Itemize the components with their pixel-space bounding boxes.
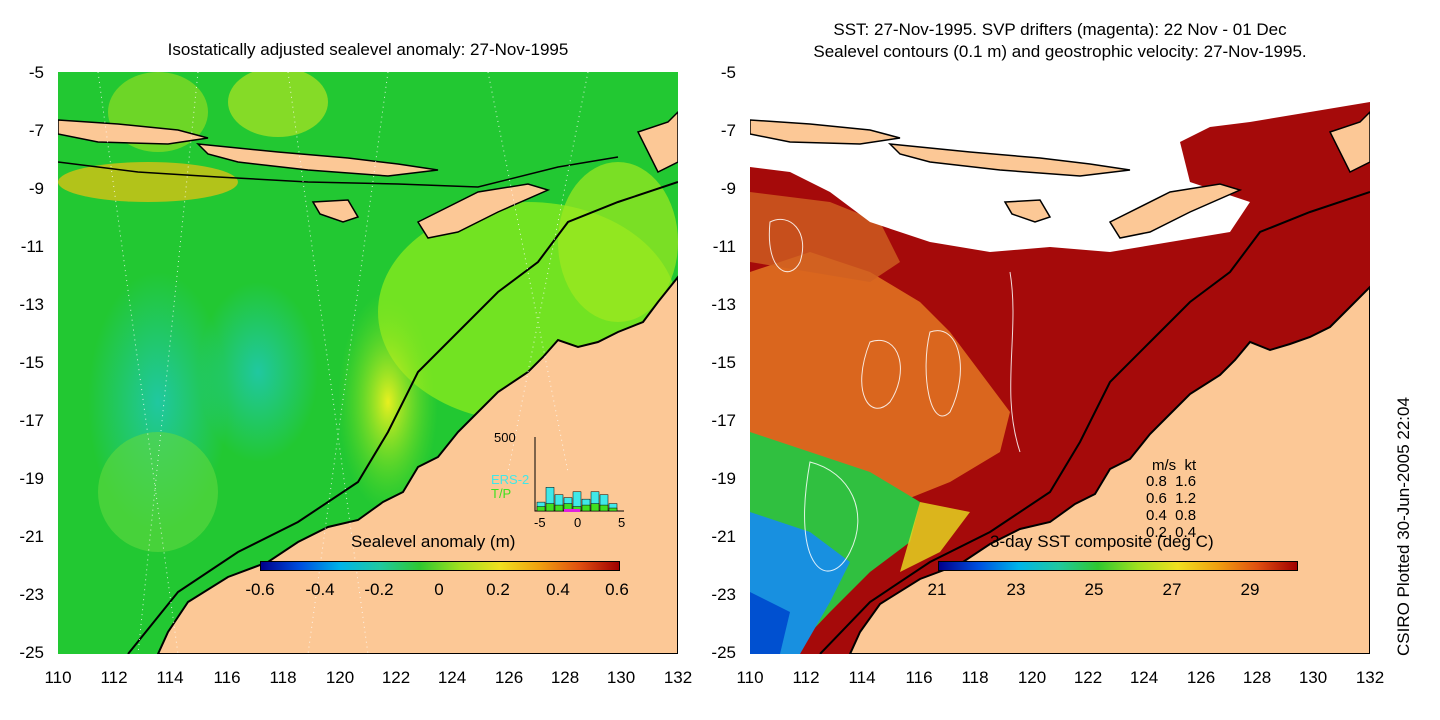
y-tick: -11 [20,237,44,256]
right-colorbar-label: 3-day SST composite (deg C) [990,532,1214,551]
colorbar-tick: -0.6 [245,580,275,599]
colorbar-tick: 0 [434,580,444,599]
left-map-title: Isostatically adjusted sealevel anomaly:… [167,40,569,59]
x-tick: 110 [44,668,72,687]
y-tick: -7 [720,121,736,140]
x-tick: 128 [1242,668,1272,687]
histogram-x-tick: -5 [534,515,546,530]
colorbar-tick: -0.2 [364,580,394,599]
x-tick: 132 [663,668,693,687]
histogram-svg [534,437,624,512]
y-tick: -13 [19,295,44,314]
x-tick: 118 [961,668,989,687]
sealevel-anomaly-map [58,72,678,654]
velocity-key-header: m/s kt [1152,457,1197,474]
x-tick: 126 [494,668,524,687]
y-tick: -9 [720,179,736,198]
y-tick: -13 [711,295,736,314]
colorbar-tick: 29 [1240,580,1260,599]
velocity-key-row: 0.6 1.2 [1146,490,1197,507]
x-tick: 118 [269,668,297,687]
y-tick: -11 [712,237,736,256]
x-tick: 122 [1073,668,1103,687]
y-tick: -5 [720,63,736,82]
x-tick: 122 [381,668,411,687]
left-colorbar-label: Sealevel anomaly (m) [351,532,516,551]
y-tick: -5 [28,63,44,82]
colorbar-tick: 21 [927,580,947,599]
colorbar-tick: 23 [1006,580,1026,599]
histogram-legend-ers2: ERS-2 [491,472,530,487]
velocity-key-row: 0.8 1.6 [1146,473,1197,490]
x-tick: 114 [848,668,876,687]
y-tick: -17 [711,411,736,430]
x-tick: 130 [1298,668,1328,687]
y-tick: -9 [28,179,44,198]
x-tick: 120 [1017,668,1047,687]
x-tick: 124 [1129,668,1159,687]
sealevel-map-svg [58,72,678,654]
colorbar-tick: -0.4 [305,580,335,599]
histogram-bar-tp [608,507,618,512]
histogram-bar-tp [581,504,591,512]
colorbar-tick: 25 [1084,580,1104,599]
x-tick: 116 [905,668,933,687]
colorbar-tick: 0.6 [605,580,629,599]
histogram-bar-tp [590,503,600,512]
y-tick: -23 [19,585,44,604]
x-tick: 110 [736,668,764,687]
histogram-x-tick: 5 [618,515,626,530]
y-tick: -15 [711,353,736,372]
x-tick: 124 [437,668,467,687]
y-tick: -23 [711,585,736,604]
y-tick: -15 [19,353,44,372]
y-tick: -25 [711,643,736,662]
right-map-title-line1: SST: 27-Nov-1995. SVP drifters (magenta)… [833,20,1287,39]
histogram-x-tick: 0 [574,515,582,530]
x-tick: 112 [100,668,128,687]
x-tick: 120 [325,668,355,687]
y-tick: -19 [711,469,736,488]
y-tick: -21 [19,527,44,546]
histogram-bar-tp [536,506,546,512]
y-tick: -21 [711,527,736,546]
colorbar-tick: 0.4 [546,580,570,599]
x-tick: 112 [792,668,820,687]
colorbar-tick: 27 [1162,580,1182,599]
histogram-bar-tp [554,504,564,512]
right-map-title-line2: Sealevel contours (0.1 m) and geostrophi… [813,42,1307,61]
x-tick: 132 [1355,668,1385,687]
sealevel-colorbar [260,561,620,571]
y-tick: -25 [19,643,44,662]
histogram-bar-tp [545,503,555,512]
histogram-bar-tp [599,504,609,512]
velocity-key-row: 0.2 0.4 [1146,524,1197,541]
y-tick: -17 [19,411,44,430]
velocity-key-row: 0.4 0.8 [1146,507,1197,524]
x-tick: 116 [213,668,241,687]
y-tick: -19 [19,469,44,488]
x-tick: 114 [156,668,184,687]
histogram-legend-tp: T/P [491,486,512,501]
histogram-y-max: 500 [494,430,516,445]
csiro-plot-stamp: CSIRO Plotted 30-Jun-2005 22:04 [1394,397,1413,656]
histogram-drifter-marker [564,509,580,512]
sst-colorbar [938,561,1298,571]
x-tick: 130 [606,668,636,687]
y-tick: -7 [28,121,44,140]
x-tick: 128 [550,668,580,687]
colorbar-tick: 0.2 [486,580,510,599]
x-tick: 126 [1186,668,1216,687]
